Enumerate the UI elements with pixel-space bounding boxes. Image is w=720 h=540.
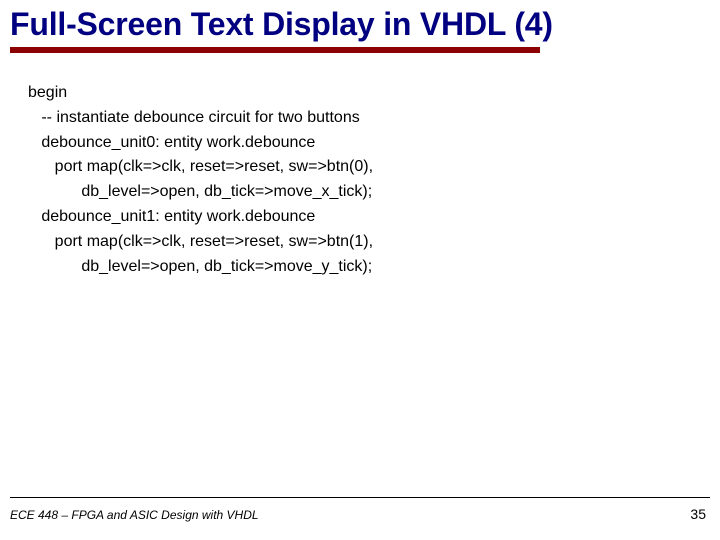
code-line: debounce_unit0: entity work.debounce bbox=[28, 131, 692, 156]
slide-number: 35 bbox=[690, 506, 706, 522]
footer-divider bbox=[10, 497, 710, 498]
code-line: db_level=>open, db_tick=>move_y_tick); bbox=[28, 255, 692, 280]
code-line: port map(clk=>clk, reset=>reset, sw=>btn… bbox=[28, 155, 692, 180]
code-line: debounce_unit1: entity work.debounce bbox=[28, 205, 692, 230]
footer-text: ECE 448 – FPGA and ASIC Design with VHDL bbox=[10, 508, 259, 522]
slide-title: Full-Screen Text Display in VHDL (4) bbox=[0, 0, 720, 47]
code-line: begin bbox=[28, 81, 692, 106]
code-line: port map(clk=>clk, reset=>reset, sw=>btn… bbox=[28, 230, 692, 255]
code-line: -- instantiate debounce circuit for two … bbox=[28, 106, 692, 131]
code-block: begin -- instantiate debounce circuit fo… bbox=[0, 53, 720, 279]
code-line: db_level=>open, db_tick=>move_x_tick); bbox=[28, 180, 692, 205]
